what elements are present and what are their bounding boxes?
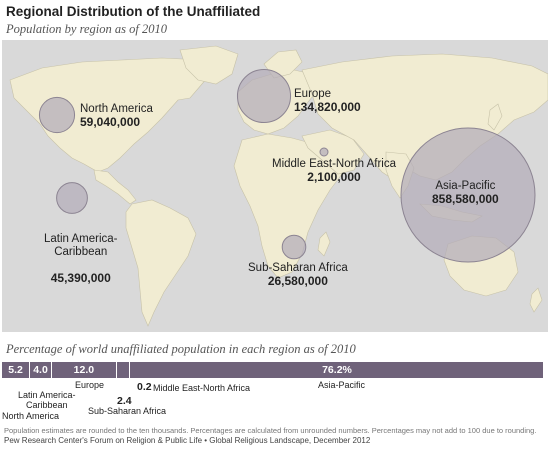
bubble-middle-east-north-africa (319, 147, 329, 157)
bar-label-asia-pacific: Asia-Pacific (318, 380, 366, 390)
label-sub-saharan: Sub-Saharan Africa 26,580,000 (248, 262, 348, 288)
label-north-america: North America 59,040,000 (80, 103, 153, 129)
chart-subtitle: Population by region as of 2010 (6, 22, 167, 36)
label-middle-east-name: Middle East-North Africa (272, 158, 396, 170)
bar-segment-north-america: 5.2 (2, 362, 30, 378)
bubbles (38, 68, 536, 263)
label-latin-america: Latin America- Caribbean 45,390,000 (44, 220, 118, 298)
label-asia-pacific-name: Asia-Pacific (435, 180, 496, 192)
bar-label-sub-saharan: Sub-Saharan Africa (88, 406, 167, 416)
label-europe-value: 134,820,000 (294, 100, 361, 114)
bar-segment-sub-saharan-africa (116, 362, 129, 378)
label-asia-pacific: Asia-Pacific 858,580,000 (432, 180, 499, 206)
central-america-land (93, 169, 137, 205)
source-line: Pew Research Center's Forum on Religion … (4, 436, 371, 445)
label-sub-saharan-name: Sub-Saharan Africa (248, 262, 348, 274)
stacked-bar: 5.2 4.0 12.0 76.2% (2, 362, 544, 378)
bar-section-title: Percentage of world unaffiliated populat… (6, 342, 356, 356)
middle-east-land (301, 129, 365, 175)
bar-value-europe: 12.0 (73, 364, 95, 376)
bar-label-latin-america: Latin America- Caribbean (18, 390, 76, 410)
bar-segment-latin-america-caribbean: 4.0 (30, 362, 51, 378)
chart-title: Regional Distribution of the Unaffiliate… (6, 4, 261, 19)
japan-land (487, 103, 503, 131)
label-north-america-name: North America (80, 103, 153, 115)
footnote: Population estimates are rounded to the … (4, 426, 537, 435)
bubble-sub-saharan-africa (281, 234, 307, 260)
label-europe: Europe 134,820,000 (294, 88, 361, 114)
label-sub-saharan-value: 26,580,000 (267, 274, 328, 288)
bubble-north-america (38, 96, 76, 134)
label-latin-america-name: Latin America- Caribbean (44, 233, 118, 258)
north-america-land (9, 57, 215, 173)
bubble-latin-america-caribbean (56, 182, 88, 214)
bubble-europe (236, 68, 292, 124)
label-europe-name: Europe (294, 88, 332, 100)
bar-value-latin-america-caribbean: 4.0 (33, 364, 48, 376)
label-middle-east-value: 2,100,000 (307, 170, 361, 184)
bar-label-north-america: North America (2, 411, 60, 421)
label-latin-america-value: 45,390,000 (50, 271, 111, 285)
madagascar-land (317, 231, 331, 257)
bar-segment-europe: 12.0 (51, 362, 116, 378)
bar-segment-middle-east-north-africa (129, 362, 131, 378)
greenland-land (179, 45, 239, 85)
bubble-asia-pacific (400, 127, 536, 263)
bar-value-north-america: 5.2 (8, 364, 23, 376)
world-map (2, 40, 548, 332)
bar-number-sub-saharan: 2.4 (117, 395, 132, 407)
bar-label-europe: Europe (75, 380, 105, 390)
label-north-america-value: 59,040,000 (80, 115, 141, 129)
bar-value-asia-pacific: 76.2% (322, 364, 352, 376)
bar-segment-asia-pacific: 76.2% (130, 362, 543, 378)
label-asia-pacific-value: 858,580,000 (432, 192, 499, 206)
bar-number-middle-east: 0.2 (137, 381, 152, 393)
new-zealand-land (529, 287, 543, 313)
label-middle-east: Middle East-North Africa 2,100,000 (272, 158, 396, 184)
bar-label-middle-east: Middle East-North Africa (153, 383, 251, 393)
south-america-land (125, 199, 197, 327)
